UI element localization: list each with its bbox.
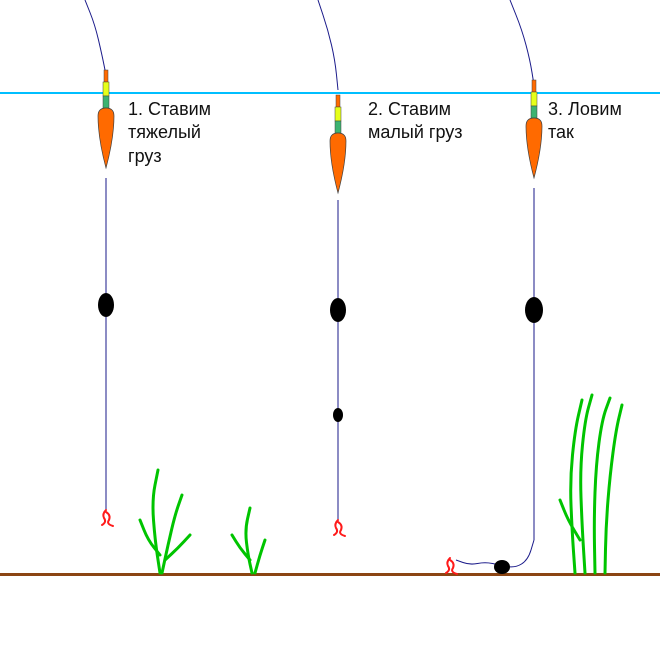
rig-0-float-body — [98, 108, 114, 168]
rig-0-hook-bait — [102, 510, 113, 526]
rig-0-float-tip — [104, 70, 108, 82]
step-label-1: 1. Ставимтяжелыйгруз — [128, 98, 211, 168]
diagram-canvas: 1. Ставимтяжелыйгруз 2. Ставиммалый груз 3… — [0, 0, 660, 660]
plant-2-stroke-2 — [594, 398, 610, 573]
rig-2-topline — [510, 0, 534, 85]
rig-2-tail — [456, 540, 534, 567]
plant-0-stroke-2 — [140, 520, 160, 555]
rig-2-float-body — [526, 118, 542, 178]
rig-0-weight-0 — [98, 293, 114, 317]
plant-2-stroke-3 — [605, 405, 622, 573]
plant-2-stroke-1 — [581, 395, 592, 573]
plant-0-stroke-0 — [153, 470, 160, 573]
step-label-2: 2. Ставиммалый груз — [368, 98, 463, 145]
rig-0-topline — [85, 0, 106, 75]
rig-1-float-upper — [335, 107, 341, 121]
rig-0-float-upper — [103, 82, 109, 96]
rig-0-float-mid — [103, 96, 109, 108]
plant-1-stroke-1 — [255, 540, 265, 573]
rig-1-hook-bait — [334, 520, 345, 536]
plant-1-stroke-0 — [246, 508, 252, 573]
rig-1-topline — [318, 0, 338, 90]
rig-1-float-mid — [335, 121, 341, 133]
step-label-3: 3. Ловимтак — [548, 98, 622, 145]
rig-2-weight-0 — [525, 297, 543, 323]
rig-2-weight-1 — [494, 560, 510, 574]
rig-2-float-mid — [531, 106, 537, 118]
rig-2-float-upper — [531, 92, 537, 106]
rig-2-hook-bait — [446, 558, 457, 574]
rig-1-weight-1 — [333, 408, 343, 422]
rig-1-float-body — [330, 133, 346, 193]
rig-1-weight-0 — [330, 298, 346, 322]
rig-2-float-tip — [532, 80, 536, 92]
rig-1-float-tip — [336, 95, 340, 107]
